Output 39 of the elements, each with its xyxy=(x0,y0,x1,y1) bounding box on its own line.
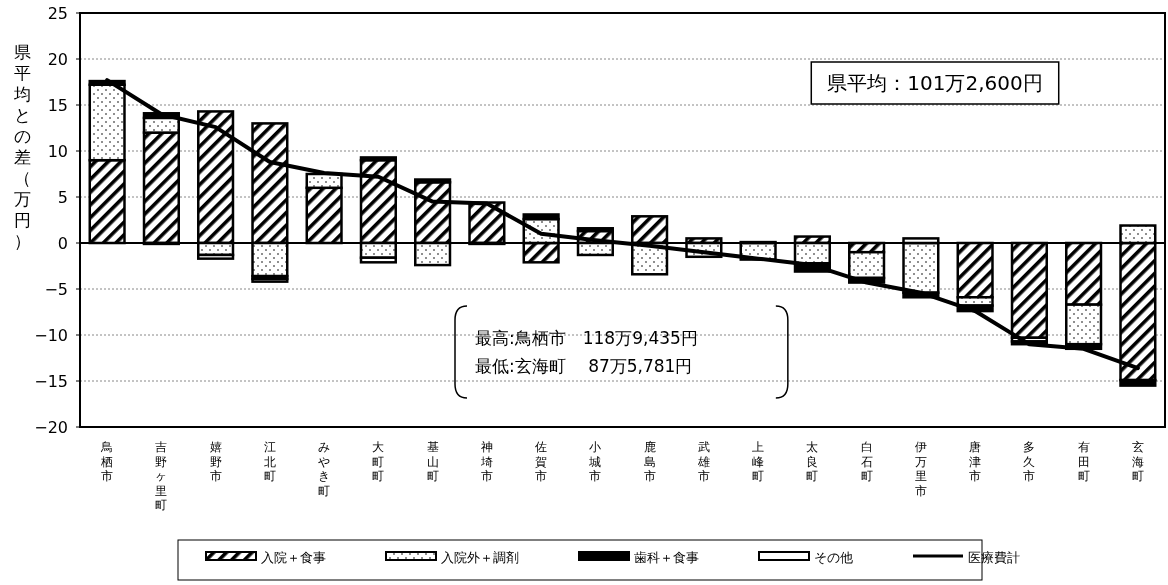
x-tick-label: 鳥栖市 xyxy=(101,440,114,483)
x-tick-label: 嬉野市 xyxy=(209,440,222,483)
x-tick-label: 大町町 xyxy=(372,440,385,483)
x-tick-label: 唐津市 xyxy=(969,440,982,483)
legend-label: その他 xyxy=(814,550,853,565)
x-tick-label: 多久市 xyxy=(1023,440,1036,483)
x-tick-label: 玄海町 xyxy=(1131,440,1144,483)
annotation: 最低:玄海町 87万5,781円 xyxy=(475,356,693,376)
x-tick-label: 太良町 xyxy=(806,440,819,483)
x-tick-label: 小城市 xyxy=(589,440,602,483)
y-tick-label: 25 xyxy=(47,4,68,23)
y-tick-label: −20 xyxy=(34,418,68,437)
x-tick-label: 有田町 xyxy=(1077,440,1090,483)
x-tick-label: 基山町 xyxy=(426,440,439,483)
x-tick-label: 伊万里市 xyxy=(914,440,927,498)
x-tick-label: 神埼市 xyxy=(480,440,493,483)
legend-label: 入院外＋調剤 xyxy=(441,550,519,565)
x-tick-label: 吉野ヶ里町 xyxy=(155,440,168,512)
x-tick-label: みやき町 xyxy=(318,440,331,498)
annotation: 最高:鳥栖市 118万9,435円 xyxy=(475,328,698,348)
y-tick-label: 5 xyxy=(57,188,68,207)
x-tick-label: 武雄市 xyxy=(697,440,710,483)
x-tick-label: 鹿島市 xyxy=(643,440,656,483)
legend-label: 歯科＋食事 xyxy=(634,550,699,565)
legend-label: 医療費計 xyxy=(968,550,1020,565)
y-tick-label: −5 xyxy=(44,280,68,299)
x-tick-label: 白石町 xyxy=(860,440,873,483)
annotation: 県平均：101万2,600円 xyxy=(827,71,1043,95)
x-tick-label: 江北町 xyxy=(263,440,276,483)
y-tick-label: −10 xyxy=(34,326,68,345)
legend-label: 入院＋食事 xyxy=(261,550,326,565)
x-tick-label: 上峰町 xyxy=(752,440,765,483)
y-tick-label: 0 xyxy=(57,234,68,253)
y-axis-title: 県平均との差（万円） xyxy=(13,42,31,251)
y-tick-label: 20 xyxy=(47,50,68,69)
y-tick-label: −15 xyxy=(34,372,68,391)
y-tick-label: 15 xyxy=(47,96,68,115)
x-tick-label: 佐賀市 xyxy=(535,440,548,483)
y-tick-label: 10 xyxy=(47,142,68,161)
